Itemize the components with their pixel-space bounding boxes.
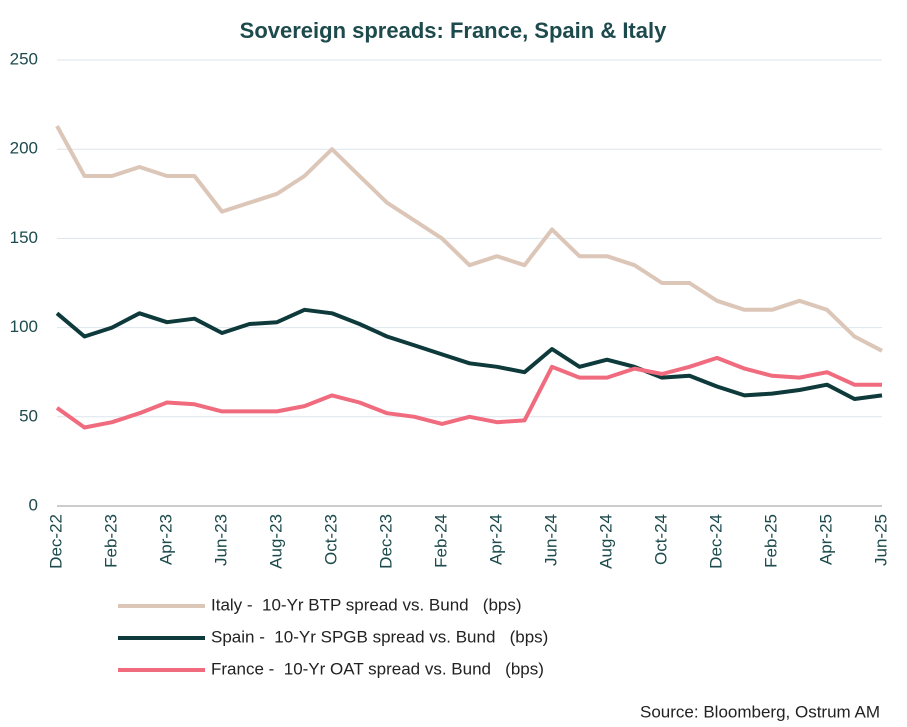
- x-tick-label: Aug-23: [266, 514, 285, 569]
- series-line: [55, 355, 882, 430]
- x-tick-label: Dec-23: [376, 514, 395, 569]
- x-tick-label: Apr-24: [486, 514, 505, 565]
- x-tick-label: Oct-23: [321, 514, 340, 565]
- y-tick-label: 50: [19, 406, 38, 425]
- x-tick-label: Jun-23: [211, 514, 230, 566]
- x-tick-label: Jun-24: [541, 514, 560, 566]
- y-tick-label: 100: [10, 317, 38, 336]
- x-tick-label: Dec-24: [706, 514, 725, 569]
- series-line: [55, 125, 883, 353]
- chart-title: Sovereign spreads: France, Spain & Italy: [240, 18, 667, 43]
- x-tick-label: Jun-25: [871, 514, 890, 566]
- y-tick-label: 250: [10, 49, 38, 68]
- legend-label: France - 10-Yr OAT spread vs. Bund (bps): [211, 659, 544, 678]
- y-tick-label: 0: [29, 495, 38, 514]
- legend-label: Spain - 10-Yr SPGB spread vs. Bund (bps): [211, 627, 548, 646]
- x-tick-label: Apr-23: [156, 514, 175, 565]
- x-tick-label: Aug-24: [596, 514, 615, 569]
- series-line: [55, 307, 883, 401]
- y-tick-label: 200: [10, 139, 38, 158]
- x-tick-label: Feb-25: [761, 514, 780, 568]
- source-note: Source: Bloomberg, Ostrum AM: [640, 702, 880, 721]
- x-tick-label: Dec-22: [46, 514, 65, 569]
- y-tick-label: 150: [10, 228, 38, 247]
- x-tick-label: Feb-23: [101, 514, 120, 568]
- x-tick-label: Feb-24: [431, 514, 450, 568]
- x-tick-label: Apr-25: [816, 514, 835, 565]
- x-tick-label: Oct-24: [651, 514, 670, 565]
- legend-label: Italy - 10-Yr BTP spread vs. Bund (bps): [211, 595, 522, 614]
